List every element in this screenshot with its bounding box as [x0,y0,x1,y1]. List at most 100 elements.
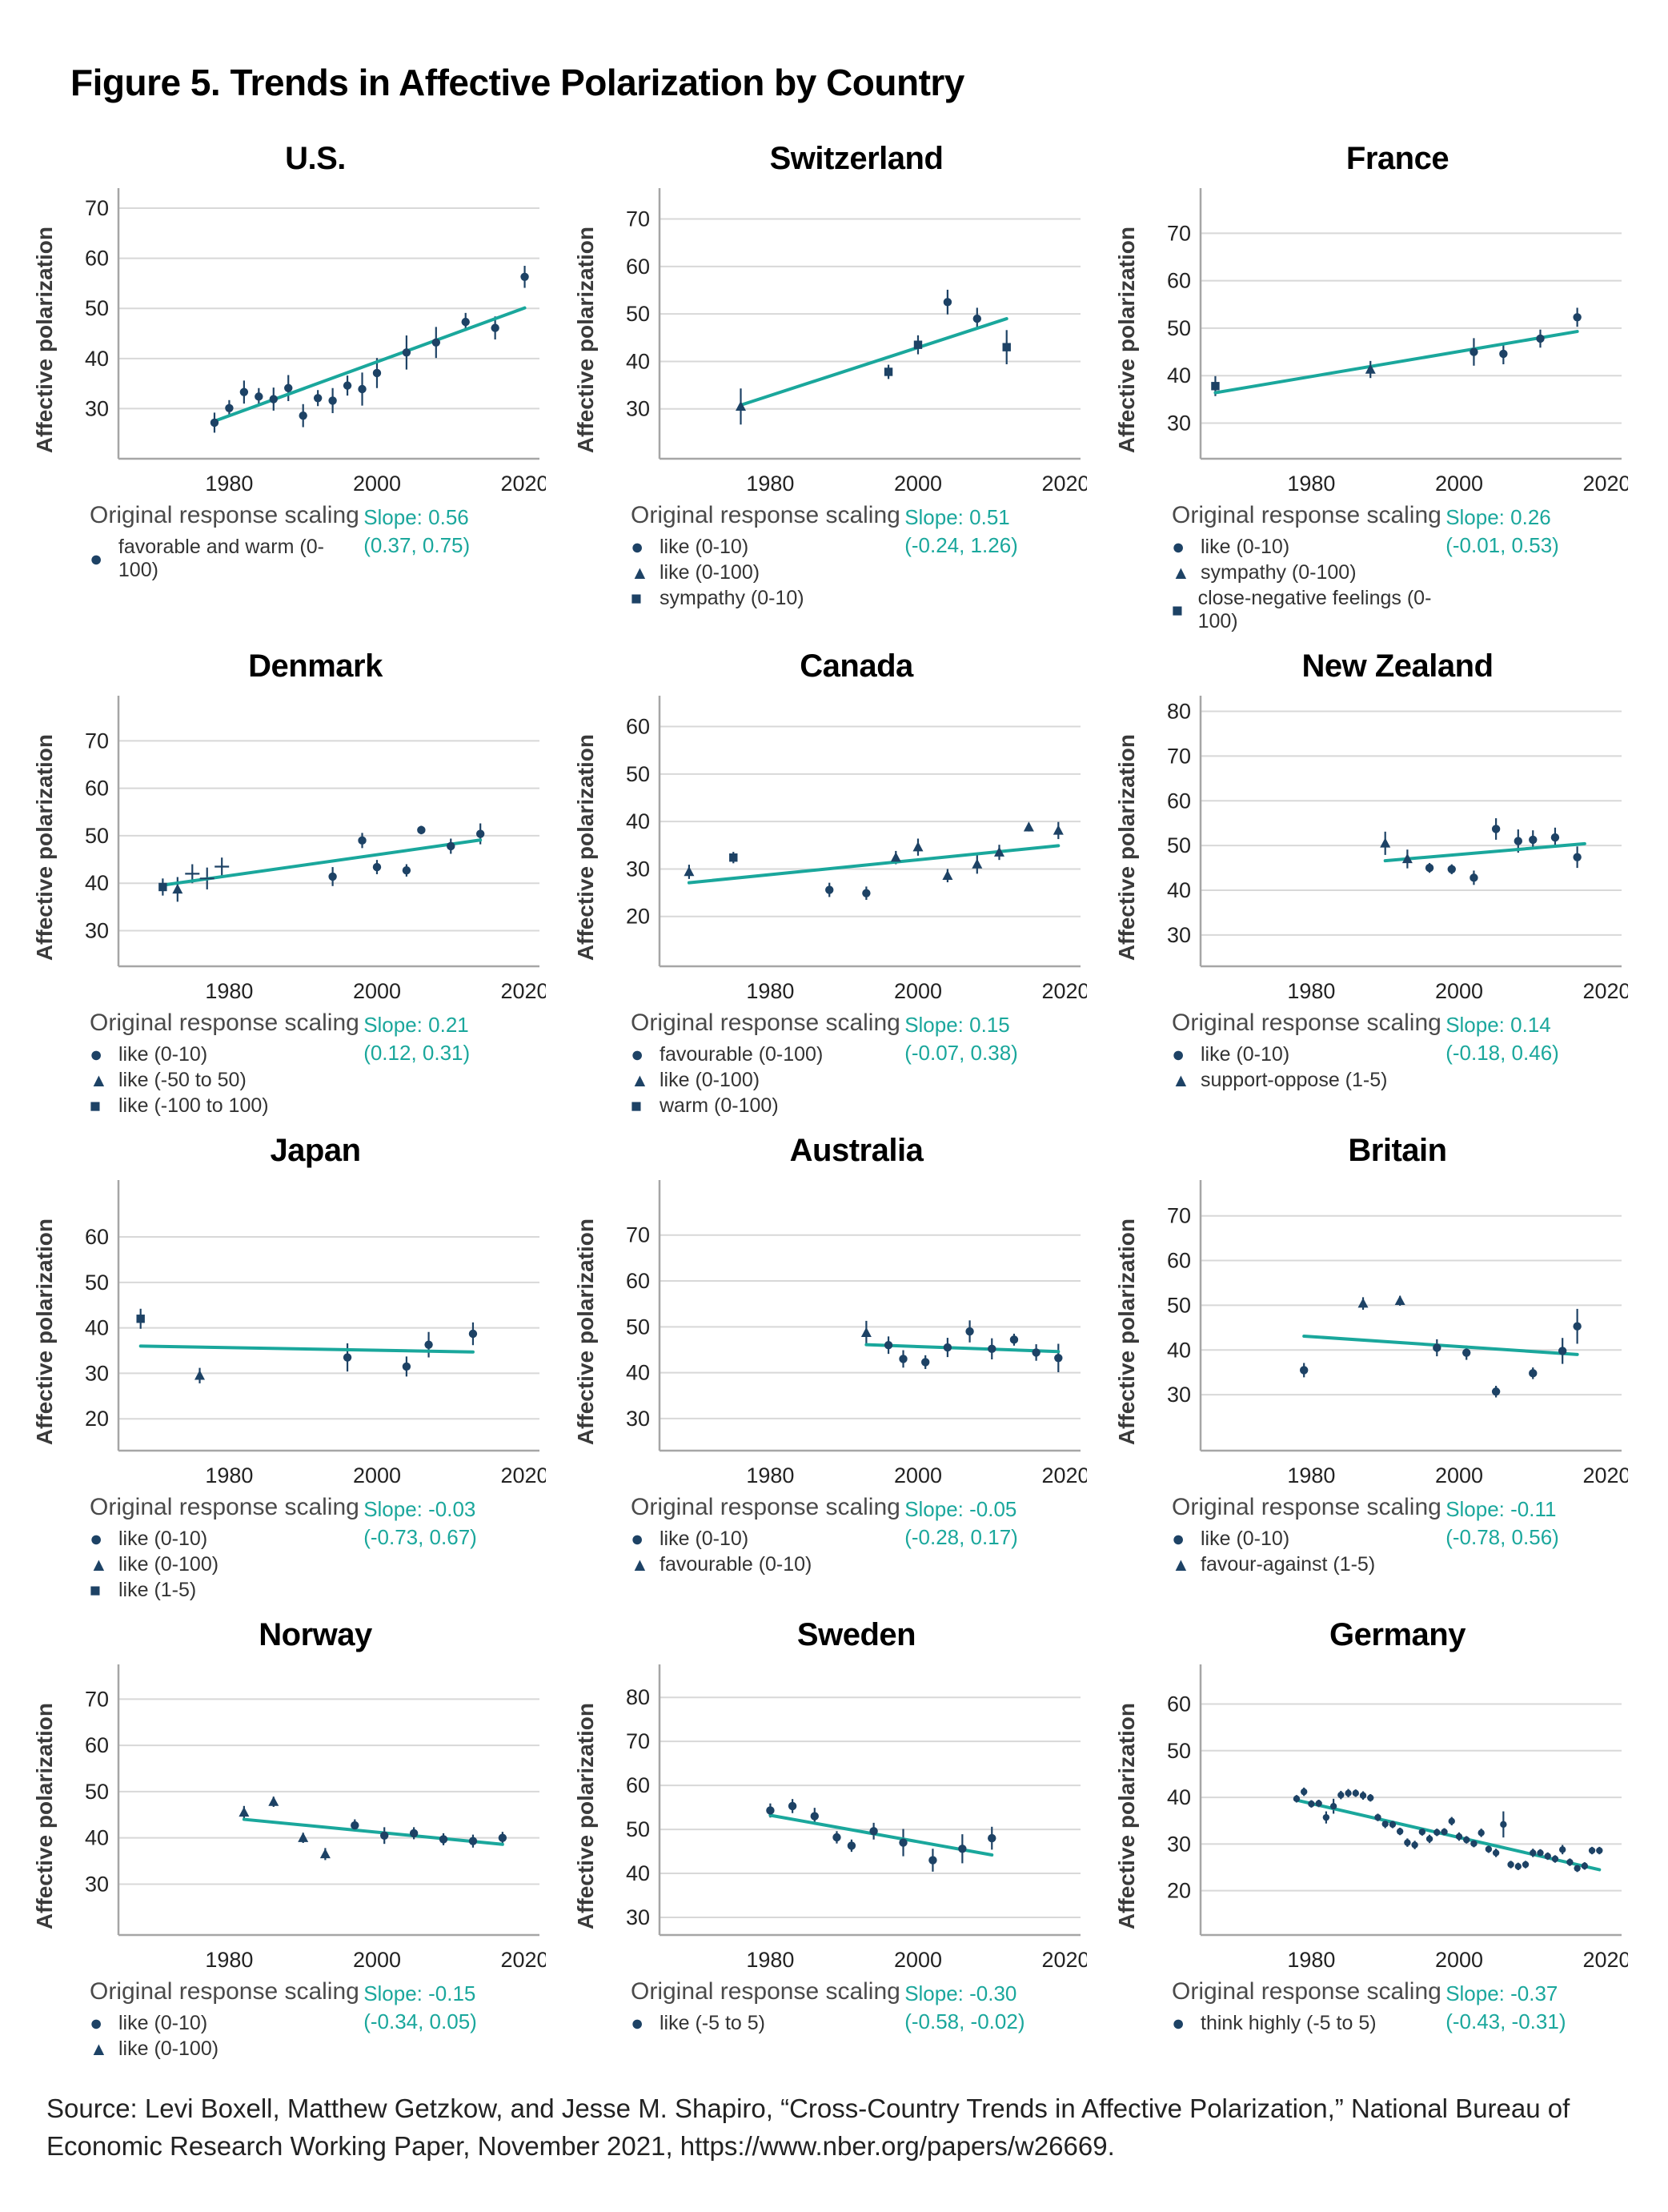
legend-label: like (0-10) [1201,536,1290,558]
trend-line [864,1343,1061,1354]
data-points [736,298,1011,411]
data-point [299,411,307,420]
legend-title: Original response scaling [1172,502,1441,528]
data-point [928,1856,937,1865]
slope-annotation: Slope: 0.14 (-0.18, 0.46) [1445,1010,1559,1094]
data-point [491,323,499,332]
data-point [1032,1348,1040,1357]
legend-marker-square-icon: ■ [631,1095,642,1116]
legend-items: ● like (0-10) ▲ favourable (0-10) [631,1528,904,1576]
x-tick-label: 2000 [353,1948,401,1972]
legend-marker-circle-icon: ● [1172,2011,1185,2035]
legend-marker-triangle-icon: ▲ [90,1070,108,1090]
trend-line [1383,841,1586,863]
data-point [1596,1847,1603,1854]
legend-title: Original response scaling [90,1010,359,1036]
legend-marker-circle-icon: ● [1172,1042,1185,1066]
legend-marker-circle-icon: ● [631,2011,644,2035]
data-point [269,395,278,403]
data-point [1566,1858,1574,1866]
y-tick-label: 70 [1167,744,1191,768]
legend-label: like (0-100) [118,2037,219,2060]
data-point [988,1833,996,1843]
legend-title: Original response scaling [90,1494,359,1520]
legend-title: Original response scaling [1172,1978,1441,2005]
legend-label: like (1-5) [118,1579,197,1601]
data-point [158,882,167,892]
x-tick-label: 1980 [746,1948,794,1972]
data-point [1470,1840,1478,1847]
y-tick-label: 30 [626,397,650,421]
legend-label: like (0-10) [1201,1043,1290,1066]
slope-confidence-interval: (-0.73, 0.67) [363,1525,477,1550]
gridlines: 30 40 50 60 70 [85,196,539,420]
chart-area-norway: Affective polarization 30 40 50 60 70 1980 2000… [32,1656,554,1977]
data-point [319,1848,331,1859]
data-point [402,1362,411,1371]
data-point [890,852,901,862]
data-points [1380,825,1582,882]
legend-title: Original response scaling [1172,1010,1441,1036]
data-point [1367,1794,1374,1801]
data-point [409,1829,419,1838]
slope-value: Slope: -0.03 [363,1497,476,1521]
y-tick-label: 60 [626,1269,650,1293]
legend-item: ● like (-5 to 5) [631,2012,904,2035]
y-tick-label: 70 [626,1223,650,1247]
data-point [993,846,1004,857]
y-tick-label: 30 [1167,1832,1191,1856]
slope-confidence-interval: (-0.28, 0.17) [904,1525,1018,1550]
legend-label: think highly (-5 to 5) [1201,2012,1377,2034]
chart-area-britain: Affective polarization 30 40 50 60 70 1980 2000… [1114,1172,1636,1492]
y-tick-label: 50 [85,824,109,848]
x-tick-label: 2000 [894,979,942,1003]
x-tick-label: 2000 [353,472,401,496]
slope-value: Slope: -0.05 [904,1497,1017,1521]
y-tick-label: 80 [1167,700,1191,724]
legend-item: ■ close-negative feelings (0-100) [1172,587,1445,633]
x-tick-label: 2000 [894,472,942,496]
x-tick-labels: 1980 2000 2020 [1287,1948,1628,1972]
data-point [788,1801,797,1811]
chart-france: 30 40 50 60 70 1980 2000 2020 [1167,188,1628,496]
data-point [1448,1817,1455,1825]
legend-title: Original response scaling [631,502,900,528]
data-point [136,1315,145,1323]
slope-confidence-interval: (-0.78, 0.56) [1445,1525,1559,1550]
data-points [210,272,529,428]
data-point [1023,821,1034,832]
y-tick-label: 30 [85,1361,109,1385]
slope-value: Slope: -0.30 [904,1981,1017,2005]
data-point [942,869,953,880]
data-point [313,394,323,403]
data-point [1352,1789,1359,1797]
slope-annotation: Slope: -0.15 (-0.34, 0.05) [363,1978,477,2063]
x-tick-labels: 1980 2000 2020 [205,1948,546,1972]
legend-marker-circle-icon: ● [90,2011,103,2035]
figure-title: Figure 5. Trends in Affective Polarizati… [70,62,964,103]
data-point [1211,382,1220,391]
data-point [1394,1295,1405,1306]
panel-title-japan: Japan [270,1133,361,1168]
data-point [736,400,747,411]
data-point [328,396,337,405]
legend-label: favour-against (1-5) [1201,1553,1376,1576]
y-tick-label: 40 [1167,1785,1191,1809]
data-point [972,314,982,323]
data-point [847,1841,856,1850]
legend-title: Original response scaling [631,1494,900,1520]
slope-annotation: Slope: 0.15 (-0.07, 0.38) [904,1010,1018,1120]
legend-marker-triangle-icon: ▲ [90,2038,108,2059]
panel-denmark: Denmark Affective polarization 30 40 50 60 70 1… [32,648,554,1120]
data-point [417,825,426,835]
data-point [1514,1863,1522,1870]
x-tick-label: 1980 [1287,472,1335,496]
data-point [372,862,382,872]
x-tick-labels: 1980 2000 2020 [205,1463,546,1487]
legend-items: ● like (0-10) ▲ support-oppose (1-5) [1172,1043,1445,1092]
data-point [268,1796,279,1806]
slope-value: Slope: 0.21 [363,1013,469,1037]
legend-item: ● like (0-10) [90,1043,363,1066]
chart-britain: 30 40 50 60 70 1980 2000 2020 [1167,1180,1628,1487]
legend-item: ■ sympathy (0-10) [631,587,904,610]
